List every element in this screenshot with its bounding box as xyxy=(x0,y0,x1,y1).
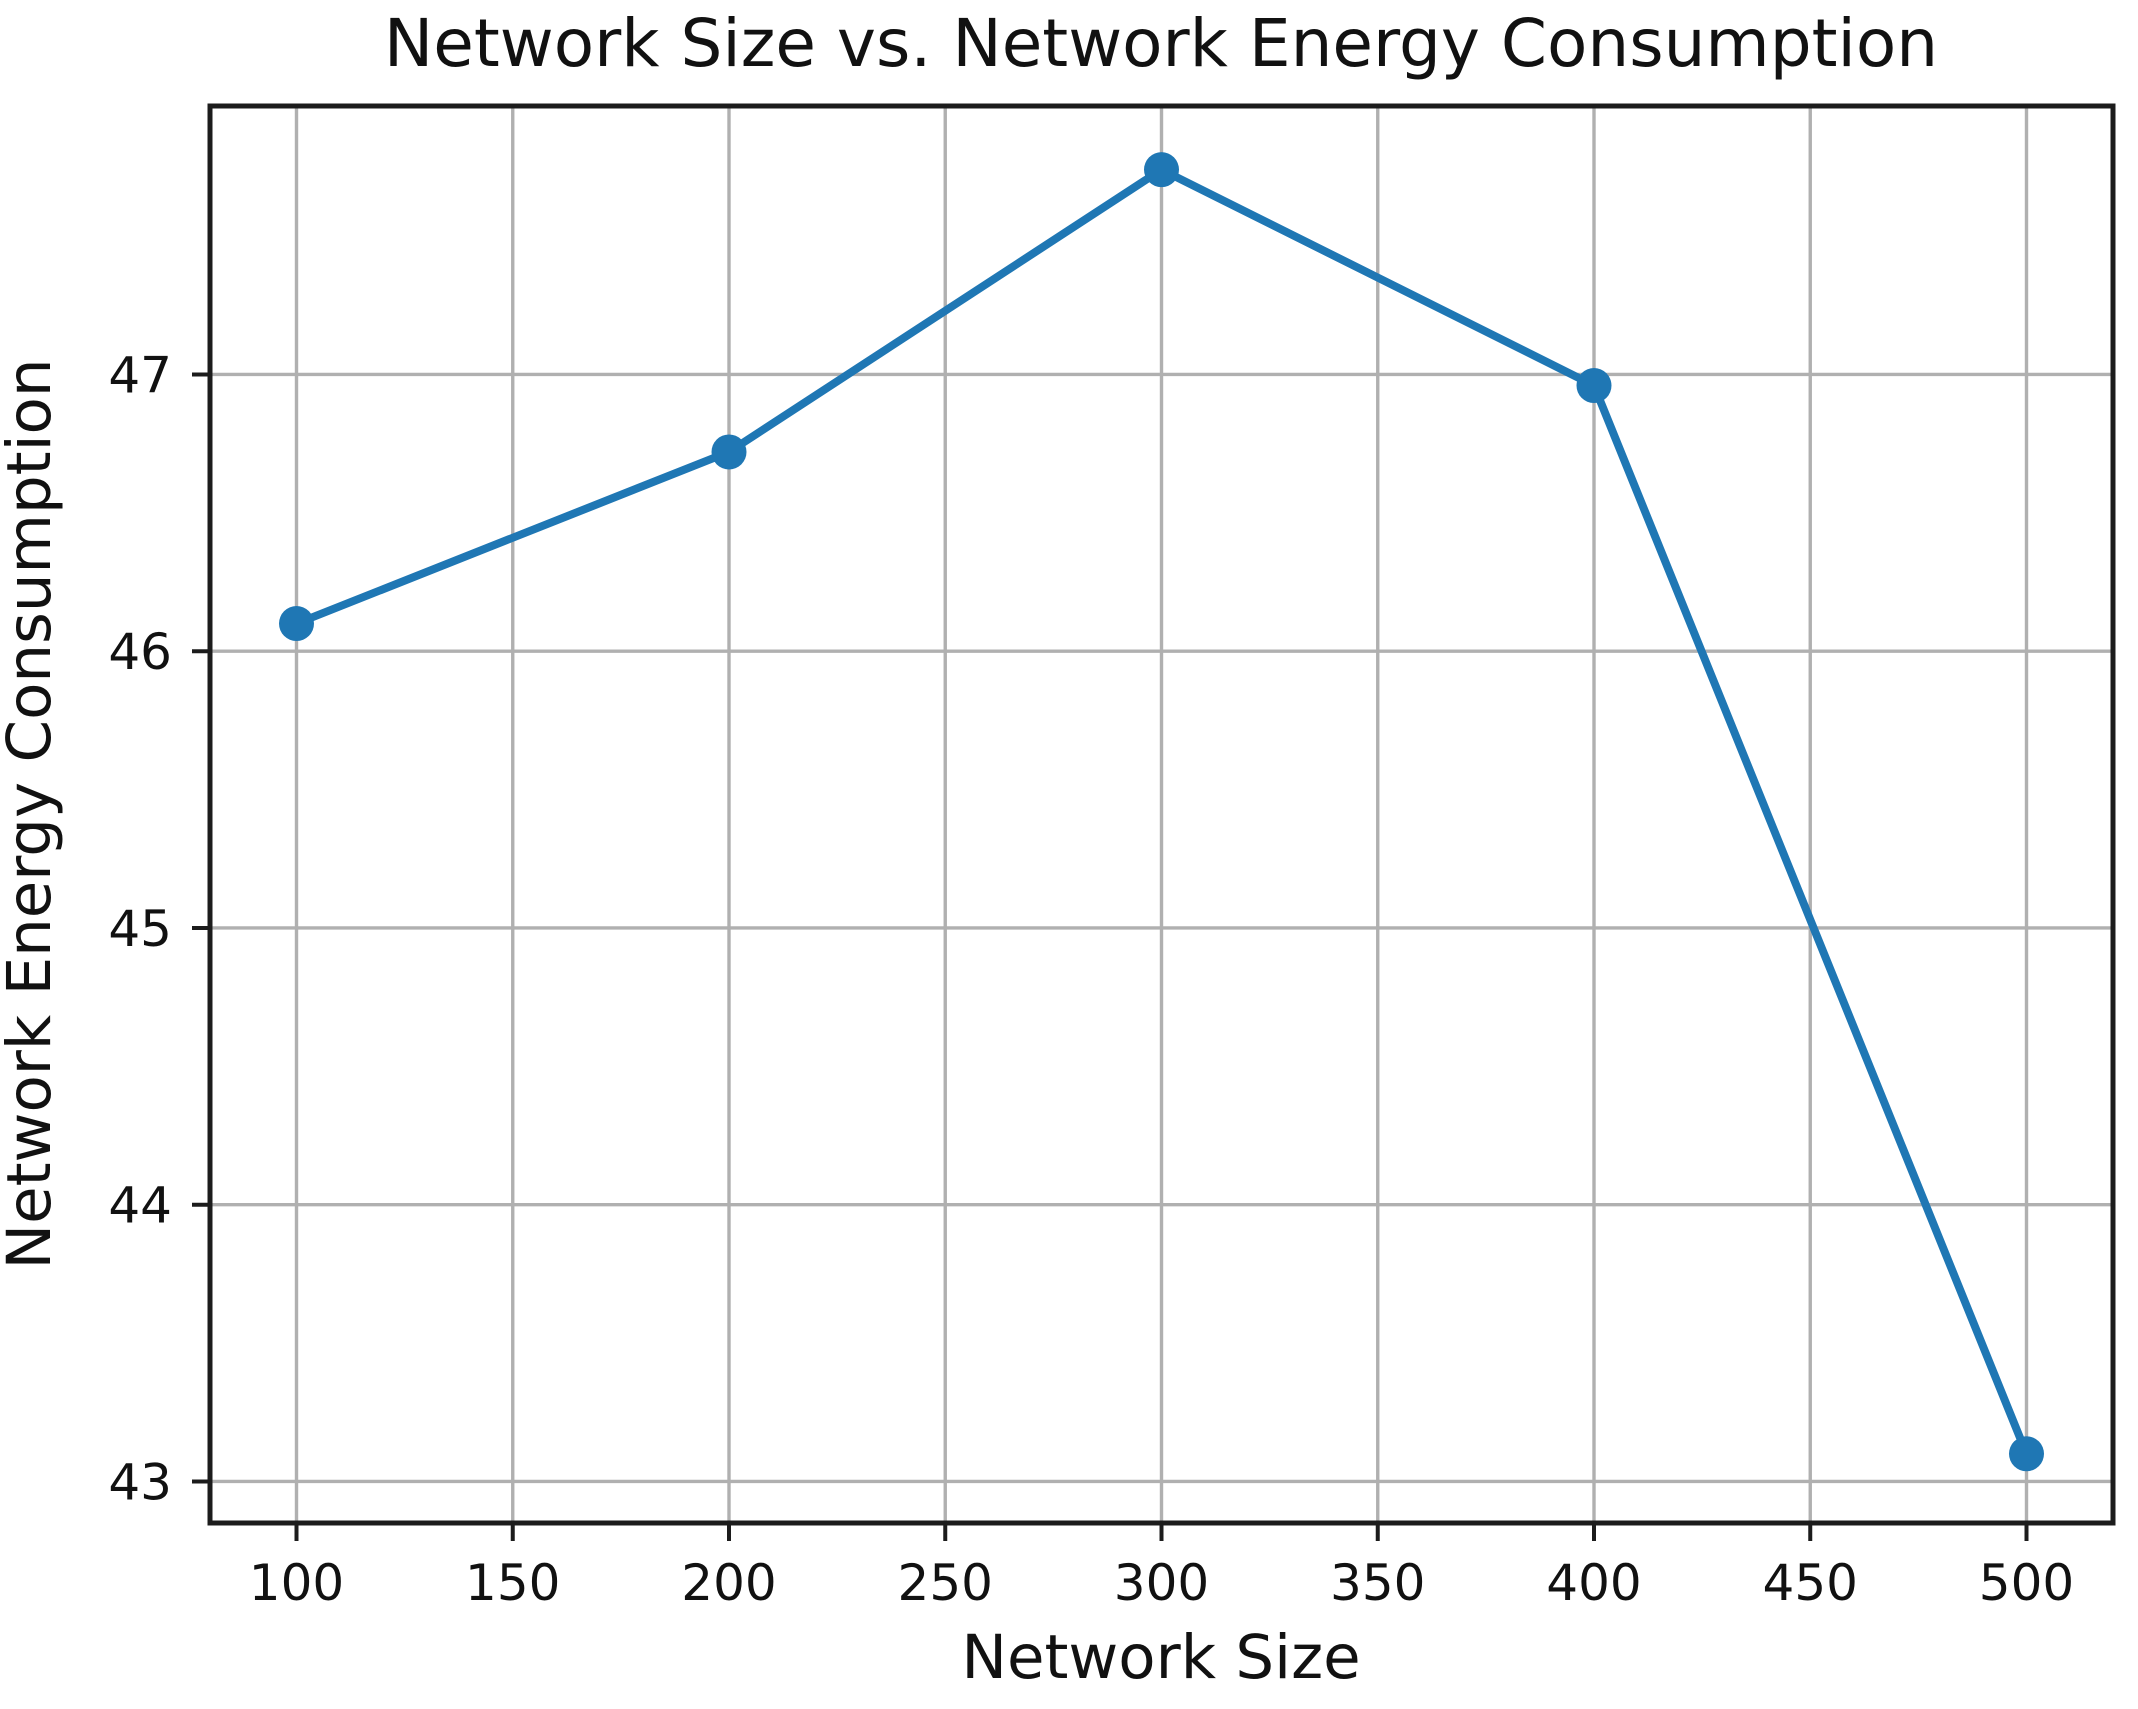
x-tick-label: 300 xyxy=(1114,1554,1209,1612)
x-tick-label: 100 xyxy=(249,1554,344,1612)
x-tick-label: 400 xyxy=(1546,1554,1641,1612)
x-tick-label: 450 xyxy=(1763,1554,1858,1612)
axis-layer: 100 150 200 250 300 350 400 450 500 43 44 45 46 47 xyxy=(108,103,2116,1612)
y-tick-label: 47 xyxy=(108,346,172,404)
y-tick-label: 45 xyxy=(108,900,172,958)
grid-layer xyxy=(210,106,2113,1523)
x-axis-label: Network Size xyxy=(961,1622,1360,1693)
y-tick-label: 44 xyxy=(108,1177,172,1235)
data-series-layer xyxy=(279,152,2044,1472)
chart-title: Network Size vs. Network Energy Consumpt… xyxy=(384,5,1938,82)
x-tick-label: 500 xyxy=(1979,1554,2074,1612)
x-tick-label: 250 xyxy=(898,1554,993,1612)
x-tick-label: 200 xyxy=(681,1554,776,1612)
y-axis-label: Network Energy Consumption xyxy=(0,358,65,1269)
y-tick-label: 46 xyxy=(108,623,172,681)
data-point-marker xyxy=(279,606,314,642)
data-point-marker xyxy=(2009,1436,2044,1472)
y-tick-label: 43 xyxy=(108,1453,172,1511)
x-tick-label: 150 xyxy=(465,1554,560,1612)
x-tick-label: 350 xyxy=(1330,1554,1425,1612)
data-point-marker xyxy=(1144,152,1179,188)
data-point-marker xyxy=(1576,368,1612,404)
data-point-marker xyxy=(711,434,747,470)
